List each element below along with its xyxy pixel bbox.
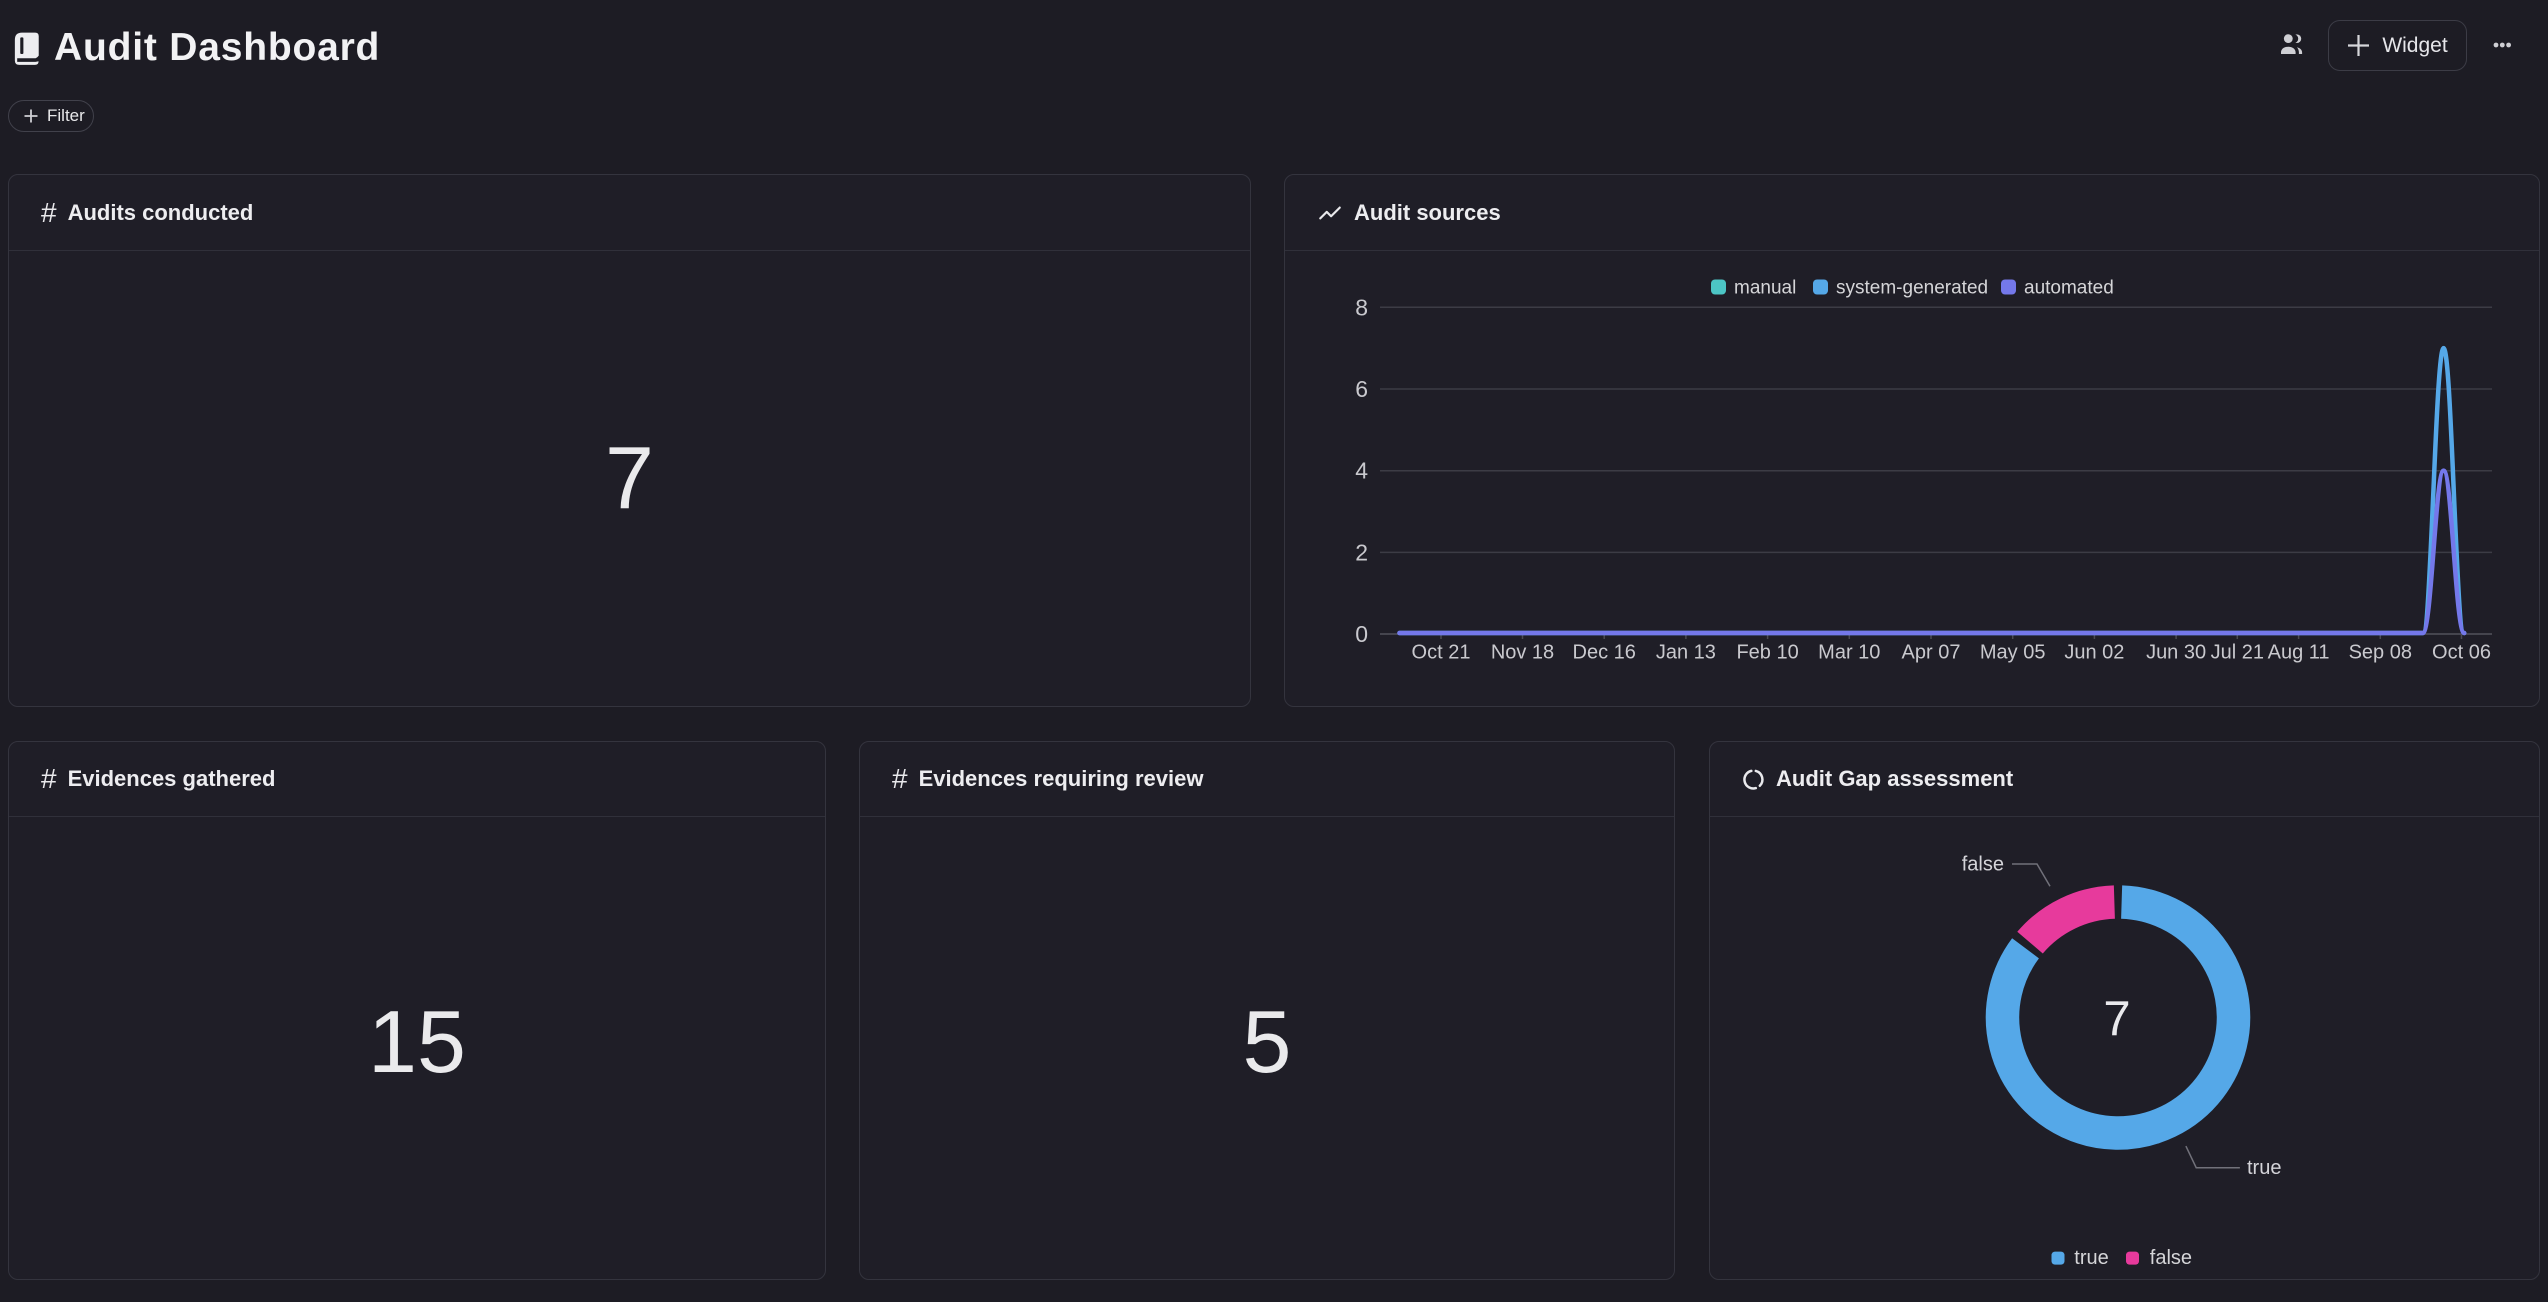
svg-text:4: 4: [1355, 458, 1368, 484]
svg-text:Mar 10: Mar 10: [1818, 642, 1880, 664]
svg-text:manual: manual: [1734, 278, 1796, 299]
svg-text:false: false: [1962, 854, 2004, 876]
svg-text:7: 7: [2103, 992, 2130, 1046]
svg-text:false: false: [2150, 1247, 2192, 1269]
svg-text:Oct 06: Oct 06: [2432, 642, 2491, 664]
svg-text:Jul 21: Jul 21: [2211, 642, 2264, 664]
svg-text:Nov 18: Nov 18: [1491, 642, 1554, 664]
svg-text:Apr 07: Apr 07: [1902, 642, 1961, 664]
svg-text:Dec 16: Dec 16: [1573, 642, 1636, 664]
svg-text:Oct 21: Oct 21: [1412, 642, 1471, 664]
svg-text:system-generated: system-generated: [1836, 278, 1988, 299]
svg-text:true: true: [2247, 1157, 2281, 1179]
svg-text:May 05: May 05: [1980, 642, 2046, 664]
svg-text:Aug 11: Aug 11: [2268, 642, 2330, 664]
svg-text:Feb 10: Feb 10: [1736, 642, 1798, 664]
svg-text:2: 2: [1355, 539, 1368, 565]
svg-text:6: 6: [1355, 376, 1368, 402]
svg-text:Jun 30: Jun 30: [2146, 642, 2206, 664]
svg-text:true: true: [2074, 1247, 2108, 1269]
svg-text:8: 8: [1355, 294, 1368, 320]
svg-text:Jan 13: Jan 13: [1656, 642, 1716, 664]
svg-text:Sep 08: Sep 08: [2349, 642, 2412, 664]
svg-text:Jun 02: Jun 02: [2064, 642, 2124, 664]
svg-text:automated: automated: [2024, 278, 2114, 299]
svg-text:0: 0: [1355, 621, 1368, 647]
